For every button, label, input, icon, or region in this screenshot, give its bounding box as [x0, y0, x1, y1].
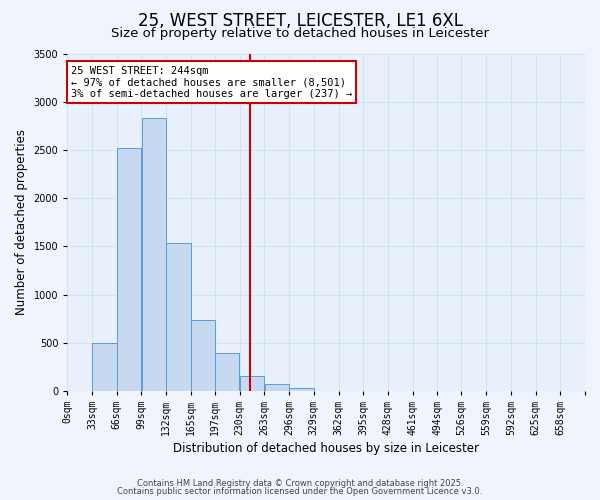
Bar [166, 242, 191, 391]
Bar [215, 354, 239, 391]
Y-axis label: Number of detached properties: Number of detached properties [15, 130, 28, 316]
Text: Size of property relative to detached houses in Leicester: Size of property relative to detached ho… [111, 28, 489, 40]
Text: Contains public sector information licensed under the Open Government Licence v3: Contains public sector information licen… [118, 487, 482, 496]
Bar [191, 320, 215, 391]
Bar [92, 342, 116, 391]
Text: 25 WEST STREET: 244sqm
← 97% of detached houses are smaller (8,501)
3% of semi-d: 25 WEST STREET: 244sqm ← 97% of detached… [71, 66, 352, 98]
Bar [117, 148, 142, 391]
Text: 25, WEST STREET, LEICESTER, LE1 6XL: 25, WEST STREET, LEICESTER, LE1 6XL [137, 12, 463, 30]
Bar [142, 118, 166, 391]
Bar [289, 388, 314, 391]
Text: Contains HM Land Registry data © Crown copyright and database right 2025.: Contains HM Land Registry data © Crown c… [137, 478, 463, 488]
Bar [265, 384, 289, 391]
X-axis label: Distribution of detached houses by size in Leicester: Distribution of detached houses by size … [173, 442, 479, 455]
Bar [240, 376, 264, 391]
